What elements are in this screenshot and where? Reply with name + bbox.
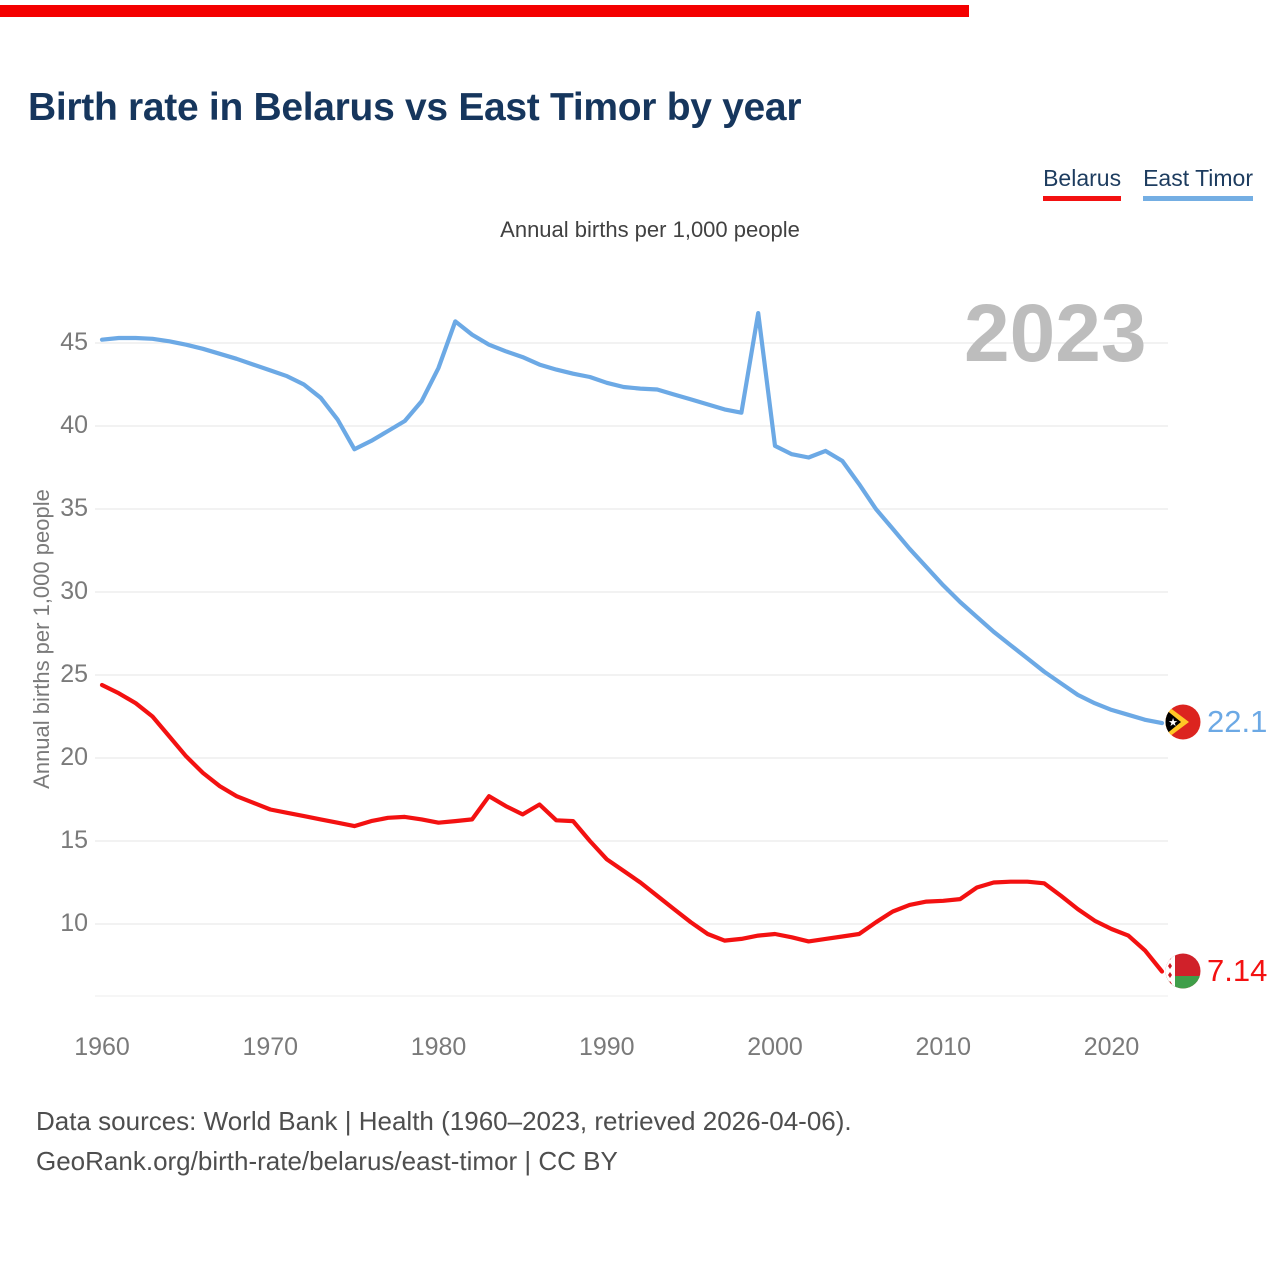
x-tick-label: 1960 bbox=[74, 1033, 130, 1061]
y-tick-label: 35 bbox=[60, 494, 88, 522]
y-tick-label: 45 bbox=[60, 328, 88, 356]
east-timor-flag-icon: ★ bbox=[1165, 704, 1201, 740]
y-tick-label: 20 bbox=[60, 743, 88, 771]
x-tick-label: 2020 bbox=[1083, 1033, 1140, 1061]
x-tick-label: 1980 bbox=[410, 1033, 467, 1061]
x-tick-label: 2010 bbox=[915, 1033, 972, 1061]
page-title: Birth rate in Belarus vs East Timor by y… bbox=[28, 86, 802, 129]
legend: Belarus East Timor bbox=[1043, 165, 1253, 201]
year-watermark: 2023 bbox=[964, 288, 1147, 379]
svg-text:★: ★ bbox=[1168, 717, 1178, 729]
brand-top-bar bbox=[0, 5, 969, 17]
legend-item-east-timor[interactable]: East Timor bbox=[1143, 165, 1253, 201]
y-tick-label: 25 bbox=[60, 660, 88, 688]
y-tick-label: 30 bbox=[60, 577, 88, 605]
line-belarus bbox=[99, 682, 1165, 974]
y-tick-label: 15 bbox=[60, 826, 88, 854]
belarus-end-value: 7.14 bbox=[1207, 953, 1268, 988]
y-tick-label: 10 bbox=[60, 909, 88, 937]
y-tick-label: 40 bbox=[60, 411, 88, 439]
chart-subtitle: Annual births per 1,000 people bbox=[500, 217, 800, 242]
belarus-flag-icon bbox=[1165, 953, 1201, 989]
east-timor-end-value: 22.1 bbox=[1207, 704, 1268, 739]
x-tick-label: 1990 bbox=[578, 1033, 635, 1061]
x-tick-label: 2000 bbox=[747, 1033, 803, 1061]
legend-item-belarus[interactable]: Belarus bbox=[1043, 165, 1122, 201]
x-tick-label: 1970 bbox=[242, 1033, 299, 1061]
data-sources-text: Data sources: World Bank | Health (1960–… bbox=[36, 1106, 852, 1136]
attribution-text: GeoRank.org/birth-rate/belarus/east-timo… bbox=[36, 1146, 618, 1176]
